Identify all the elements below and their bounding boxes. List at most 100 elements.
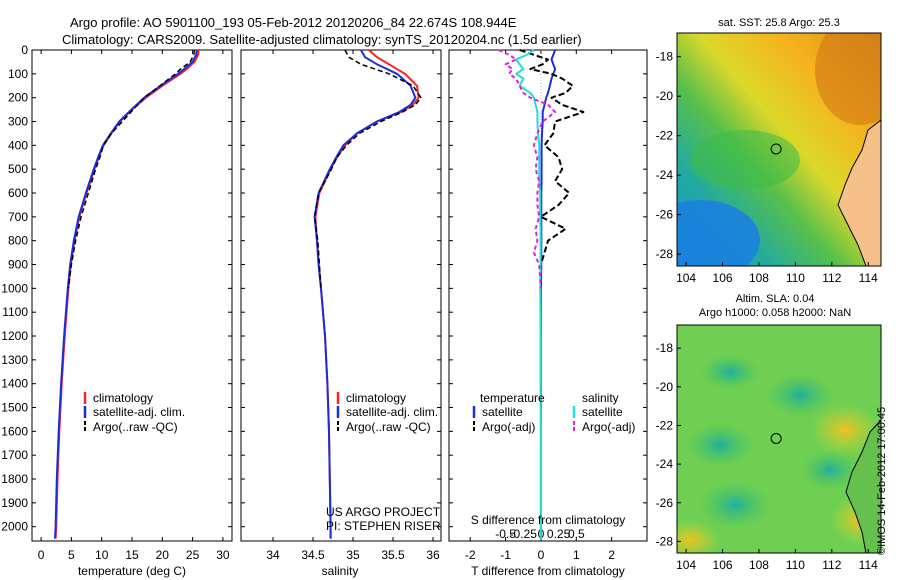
series-argo-raw-qc- (67, 49, 196, 289)
map-y-tick-label: -24 (656, 168, 674, 182)
depth-tick-label: 1100 (2, 305, 28, 319)
legend-label-climatology: climatology (93, 391, 153, 405)
sst-front (690, 130, 800, 190)
legend-label-s-argo: Argo(-adj) (582, 420, 635, 434)
map-y-tick-label: -22 (656, 129, 674, 143)
salinity-legend: climatology satellite-adj. clim. Argo(..… (336, 391, 438, 434)
depth-tick-label: 1800 (1, 472, 28, 486)
x-tick-label: -1 (500, 548, 511, 562)
sla-low-2 (766, 373, 834, 417)
series-s-satellite (515, 49, 542, 539)
sst-map-frame (676, 32, 882, 267)
depth-tick-label: 1000 (1, 281, 28, 295)
depth-tick-label: 100 (8, 67, 28, 81)
map-x-tick-label: 112 (822, 558, 841, 572)
depth-tick-label: 700 (8, 210, 28, 224)
s-tick-label: -0.25 (510, 527, 538, 541)
depth-tick-label: 500 (8, 162, 28, 176)
sla-map-title: Altim. SLA: 0.04 (736, 293, 815, 305)
series-satellite-adj-clim- (313, 49, 417, 539)
map-x-tick-label: 104 (676, 271, 696, 285)
map-y-tick-label: -28 (656, 534, 674, 548)
temperature-x-axis: 0 5 10 15 20 25 30 (38, 50, 230, 562)
sla-low-4 (699, 481, 771, 529)
temperature-legend: climatology satellite-adj. clim. Argo(..… (83, 391, 185, 434)
x-tick-label: 36 (426, 548, 440, 562)
series-climatology (314, 49, 420, 539)
map-x-tick-label: 104 (676, 558, 696, 572)
series-climatology (54, 49, 200, 539)
sla-map-axes: 104 106 108 110 112 114 -18 -20 -22 -24 -26 -28 (656, 341, 878, 572)
x-tick-label: 0 (538, 548, 545, 562)
sla-low-5 (800, 450, 860, 490)
map-x-tick-label: 106 (713, 271, 733, 285)
map-x-tick-label: 110 (786, 271, 805, 285)
difference-t-xlabel: T difference from climatology (471, 564, 625, 578)
series-t-satellite (539, 49, 557, 539)
map-y-tick-label: -26 (656, 208, 674, 222)
legend-label-argo: Argo(..raw -QC) (93, 420, 178, 434)
map-y-tick-label: -22 (656, 418, 674, 432)
depth-tick-label: 400 (8, 138, 28, 152)
map-y-tick-label: -20 (656, 89, 674, 103)
depth-tick-label: 1200 (1, 329, 28, 343)
australia-coast (837, 119, 881, 266)
map-x-tick-label: 106 (713, 558, 733, 572)
sla-high-1 (677, 520, 720, 553)
depth-tick-label: 1400 (1, 377, 28, 391)
depth-tick-label: 1500 (1, 401, 28, 415)
map-y-tick-label: -24 (656, 457, 674, 471)
sst-map-axes: 104 106 108 110 112 114 -18 -20 -22 -24 -26 -28 (656, 50, 878, 285)
credit-pi: PI: STEPHEN RISER (326, 519, 441, 533)
series-s-argo-adj- (498, 49, 557, 289)
salinity-xlabel: salinity (322, 564, 359, 578)
sla-high-2 (810, 404, 880, 456)
map-x-tick-label: 114 (859, 558, 878, 572)
salinity-plot-frame (240, 49, 442, 542)
x-tick-label: 25 (186, 548, 200, 562)
depth-tick-label: 300 (8, 115, 28, 129)
depth-tick-label: 2000 (1, 520, 28, 534)
s-tick-label: 0.5 (568, 527, 585, 541)
depth-tick-label: 600 (8, 186, 28, 200)
legend-label-t-satellite: satellite (482, 405, 523, 419)
legend-title-temperature: temperature (480, 391, 545, 405)
depth-tick-label: 1700 (1, 448, 28, 462)
x-tick-label: 30 (216, 548, 230, 562)
legend-label-argo: Argo(..raw -QC) (346, 420, 431, 434)
depth-tick-label: 1900 (1, 496, 28, 510)
map-x-tick-label: 108 (749, 558, 769, 572)
map-y-tick-label: -28 (656, 247, 674, 261)
sla-map-subtitle: Argo h1000: 0.058 h2000: NaN (699, 307, 851, 319)
header-line2: Climatology: CARS2009. Satellite-adjuste… (62, 32, 582, 47)
australia-coast (845, 419, 881, 553)
difference-legend: temperature salinity satellite Argo(-adj… (472, 391, 635, 434)
map-x-tick-label: 108 (749, 271, 769, 285)
map-y-tick-label: -26 (656, 496, 674, 510)
sst-map-image (677, 33, 881, 266)
depth-tick-label: 1300 (1, 353, 28, 367)
depth-tick-label: 200 (8, 91, 28, 105)
sla-low-1 (700, 354, 760, 390)
depth-tick-label: 0 (21, 43, 28, 57)
map-x-tick-label: 114 (859, 271, 878, 285)
sst-map-title: sat. SST: 25.8 Argo: 25.3 (718, 17, 840, 29)
sst-warm-region (815, 33, 881, 125)
depth-axis: 0 100 200 300 400 500 600 700 800 900 1000 1100 1200… (1, 43, 647, 534)
legend-title-salinity: salinity (582, 391, 619, 405)
map-y-tick-label: -18 (656, 50, 674, 64)
map-x-tick-label: 112 (822, 271, 841, 285)
depth-tick-label: 1600 (1, 424, 28, 438)
salinity-series (313, 49, 422, 539)
s-tick-label: 0.25 (547, 527, 571, 541)
difference-s-xlabel: S difference from climatology (471, 513, 626, 527)
sst-argo-marker (770, 143, 782, 155)
x-tick-label: 2 (608, 548, 615, 562)
difference-series (498, 49, 585, 539)
temperature-plot-frame (31, 49, 233, 542)
series-t-argo-adj- (519, 49, 585, 289)
x-tick-label: 5 (68, 548, 75, 562)
depth-tick-label: 900 (8, 258, 28, 272)
imos-credit: ©IMOS 14-Feb-2012 17:00:45 (876, 406, 888, 555)
